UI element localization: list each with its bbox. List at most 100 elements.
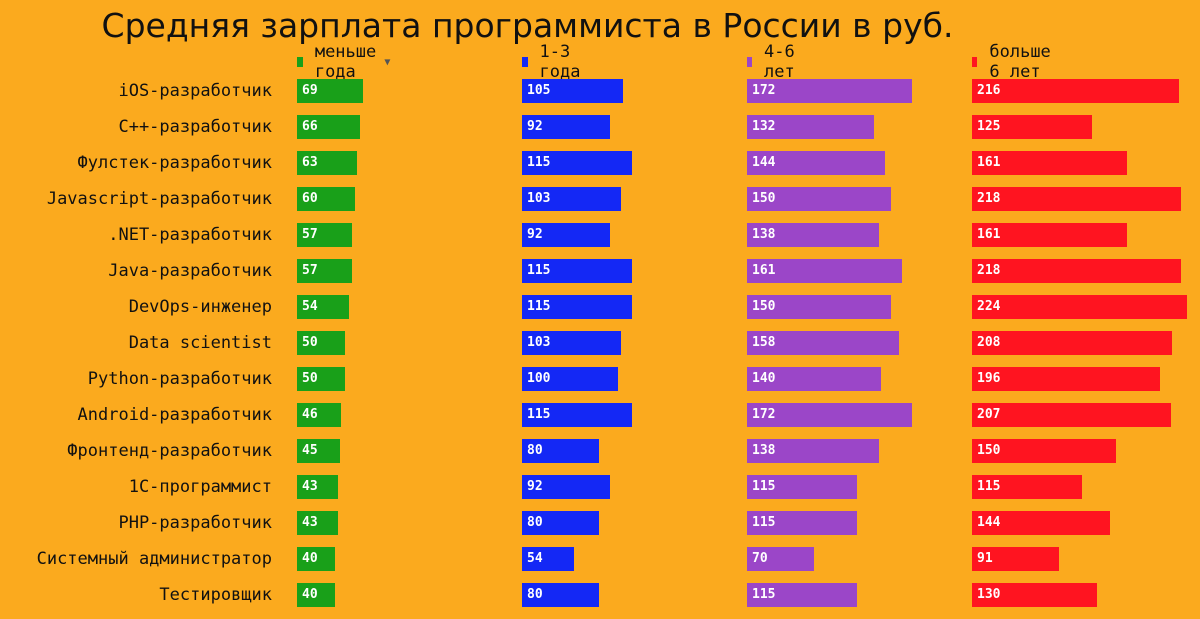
bar-value-label: 115 (977, 479, 1001, 494)
bar-value-label: 46 (302, 407, 318, 422)
category-label: Python-разработчик (87, 369, 272, 389)
bar: 40 (297, 547, 335, 571)
bar: 115 (747, 475, 857, 499)
bar: 92 (522, 115, 610, 139)
category-label: Javascript-разработчик (46, 189, 272, 209)
bar-value-label: 196 (977, 371, 1001, 386)
bar: 150 (747, 187, 891, 211)
bar-value-label: 115 (527, 299, 551, 314)
bar-value-label: 92 (527, 119, 543, 134)
bar: 43 (297, 511, 338, 535)
bar: 132 (747, 115, 874, 139)
bar: 138 (747, 439, 879, 463)
legend-swatch (522, 57, 528, 67)
chart-title: Средняя зарплата программиста в России в… (101, 6, 954, 45)
bar: 208 (972, 331, 1172, 355)
category-label: PHP-разработчик (118, 513, 272, 533)
bar-value-label: 80 (527, 587, 543, 602)
bar: 196 (972, 367, 1160, 391)
category-label: Системный администратор (36, 549, 272, 569)
bar: 115 (747, 511, 857, 535)
bar-value-label: 207 (977, 407, 1001, 422)
bar-value-label: 158 (752, 335, 776, 350)
legend-label: меньше года (314, 42, 377, 82)
bar: 140 (747, 367, 881, 391)
bar: 216 (972, 79, 1179, 103)
legend-label: 1-3 года (539, 42, 581, 82)
bar-value-label: 69 (302, 83, 318, 98)
bar-value-label: 115 (527, 407, 551, 422)
legend-item[interactable]: 1-3 года (522, 42, 585, 82)
category-label: iOS-разработчик (118, 81, 272, 101)
bar: 224 (972, 295, 1187, 319)
bar: 144 (747, 151, 885, 175)
bar-value-label: 100 (527, 371, 551, 386)
bar: 63 (297, 151, 357, 175)
bar: 218 (972, 259, 1181, 283)
bar-value-label: 115 (527, 155, 551, 170)
bar-value-label: 103 (527, 191, 551, 206)
bar: 103 (522, 187, 621, 211)
bar-value-label: 105 (527, 83, 551, 98)
bar-value-label: 45 (302, 443, 318, 458)
legend-swatch (297, 57, 303, 67)
category-label: Фронтенд-разработчик (67, 441, 272, 461)
category-label: Android-разработчик (77, 405, 272, 425)
bar: 80 (522, 511, 599, 535)
legend-swatch (972, 57, 978, 67)
bar-value-label: 70 (752, 551, 768, 566)
bar-value-label: 80 (527, 515, 543, 530)
bar: 92 (522, 475, 610, 499)
bar: 105 (522, 79, 623, 103)
bar-value-label: 66 (302, 119, 318, 134)
legend-swatch (747, 57, 752, 67)
bar: 80 (522, 583, 599, 607)
bar-value-label: 218 (977, 191, 1001, 206)
category-label: Тестировщик (159, 585, 272, 605)
legend-item[interactable]: меньше года ▼ (297, 42, 391, 82)
bar: 100 (522, 367, 618, 391)
bar: 91 (972, 547, 1059, 571)
bar: 50 (297, 331, 345, 355)
bar: 115 (972, 475, 1082, 499)
legend-item[interactable]: 4-6 лет (747, 42, 800, 82)
bar: 57 (297, 259, 352, 283)
bar-value-label: 150 (752, 299, 776, 314)
bar: 50 (297, 367, 345, 391)
category-label: 1С-программист (128, 477, 272, 497)
bar-value-label: 115 (752, 479, 776, 494)
bar-value-label: 92 (527, 227, 543, 242)
bar: 40 (297, 583, 335, 607)
bar-value-label: 161 (977, 155, 1001, 170)
bar-value-label: 103 (527, 335, 551, 350)
sort-desc-icon[interactable]: ▼ (384, 56, 391, 68)
bar-value-label: 172 (752, 83, 776, 98)
bar: 150 (972, 439, 1116, 463)
bar-value-label: 60 (302, 191, 318, 206)
category-label: Data scientist (128, 333, 272, 353)
bar: 70 (747, 547, 814, 571)
bar: 207 (972, 403, 1171, 427)
bar: 57 (297, 223, 352, 247)
bar: 115 (522, 259, 632, 283)
bar-value-label: 50 (302, 335, 318, 350)
bar: 125 (972, 115, 1092, 139)
bar-value-label: 115 (752, 587, 776, 602)
bar-value-label: 130 (977, 587, 1001, 602)
legend-item[interactable]: больше 6 лет (972, 42, 1055, 82)
category-label: Фулстек-разработчик (77, 153, 272, 173)
bar-value-label: 115 (527, 263, 551, 278)
bar: 130 (972, 583, 1097, 607)
bar: 161 (972, 151, 1127, 175)
bar-value-label: 140 (752, 371, 776, 386)
bar-value-label: 216 (977, 83, 1001, 98)
bar-value-label: 91 (977, 551, 993, 566)
bar-value-label: 43 (302, 479, 318, 494)
bar: 115 (522, 151, 632, 175)
bar-value-label: 150 (977, 443, 1001, 458)
bar-value-label: 172 (752, 407, 776, 422)
bar-value-label: 138 (752, 227, 776, 242)
bar: 103 (522, 331, 621, 355)
bar-value-label: 80 (527, 443, 543, 458)
bar: 172 (747, 403, 912, 427)
